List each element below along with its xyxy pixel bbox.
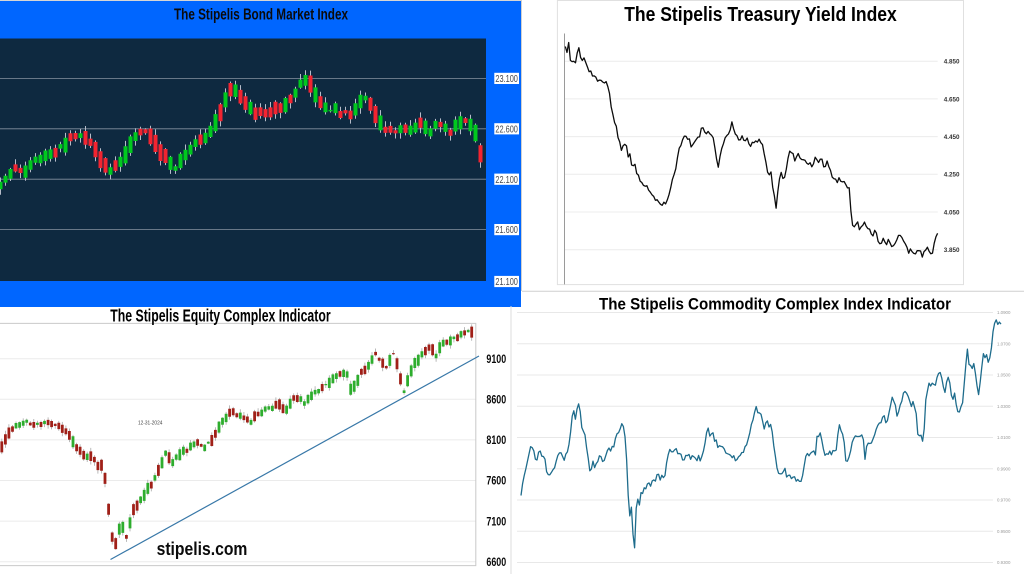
svg-text:12-31-2024: 12-31-2024 (138, 420, 162, 426)
svg-text:3.850: 3.850 (944, 247, 960, 254)
svg-text:9100: 9100 (486, 352, 506, 366)
svg-text:1.0300: 1.0300 (997, 404, 1011, 409)
svg-text:8600: 8600 (486, 393, 506, 407)
svg-text:4.450: 4.450 (944, 134, 960, 141)
svg-text:22.600: 22.600 (495, 123, 518, 135)
svg-text:7600: 7600 (486, 474, 506, 488)
svg-text:0.9300: 0.9300 (997, 560, 1011, 565)
svg-text:0.9700: 0.9700 (997, 498, 1011, 503)
svg-text:4.650: 4.650 (944, 96, 960, 103)
svg-text:0.9900: 0.9900 (997, 466, 1011, 471)
svg-text:4.850: 4.850 (944, 59, 960, 66)
svg-text:The Stipelis Equity Complex In: The Stipelis Equity Complex Indicator (110, 305, 330, 325)
svg-text:The Stipelis Bond Market Index: The Stipelis Bond Market Index (174, 6, 348, 23)
svg-text:22.100: 22.100 (495, 174, 518, 186)
svg-text:6600: 6600 (486, 555, 506, 569)
svg-text:7100: 7100 (486, 514, 506, 528)
svg-text:0.9500: 0.9500 (997, 529, 1011, 534)
svg-text:21.100: 21.100 (495, 276, 518, 288)
svg-text:stipelis.com: stipelis.com (157, 538, 248, 559)
svg-text:23.100: 23.100 (495, 73, 518, 85)
svg-text:4.250: 4.250 (944, 172, 960, 179)
svg-text:8100: 8100 (486, 433, 506, 447)
svg-text:21.600: 21.600 (495, 224, 518, 236)
svg-text:The Stipelis Treasury Yield In: The Stipelis Treasury Yield Index (624, 4, 897, 26)
svg-text:The Stipelis Commodity Complex: The Stipelis Commodity Complex Index Ind… (599, 294, 951, 313)
svg-text:1.0100: 1.0100 (997, 435, 1011, 440)
svg-text:1.0900: 1.0900 (997, 310, 1011, 315)
svg-text:4.050: 4.050 (944, 209, 960, 216)
svg-text:1.0500: 1.0500 (997, 373, 1011, 378)
svg-text:1.0700: 1.0700 (997, 341, 1011, 346)
